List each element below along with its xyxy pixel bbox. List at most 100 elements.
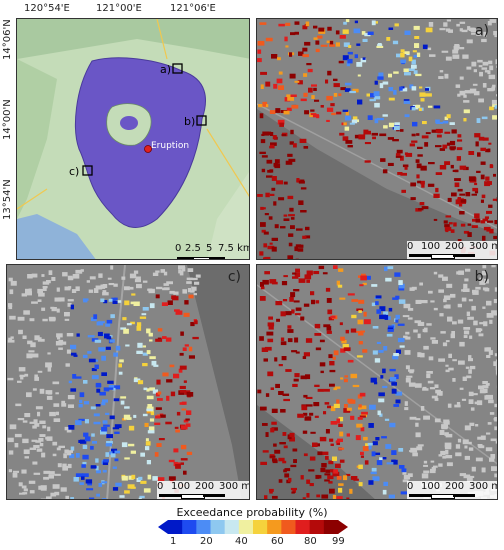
building-footprint xyxy=(262,131,269,136)
building-footprint xyxy=(257,58,262,63)
building-footprint xyxy=(17,418,25,421)
building-footprint xyxy=(417,154,423,157)
building-footprint xyxy=(329,438,334,442)
overview-map: Eruption a) b) c) 0 2.5 5 7.5 km xyxy=(16,18,250,260)
building-footprint xyxy=(167,300,173,305)
building-footprint xyxy=(471,193,477,196)
building-footprint xyxy=(106,336,112,340)
building-footprint xyxy=(344,115,352,121)
building-footprint xyxy=(266,331,274,336)
building-footprint xyxy=(389,422,396,428)
building-footprint xyxy=(396,53,403,58)
building-footprint xyxy=(102,420,108,424)
building-footprint xyxy=(303,73,308,77)
building-footprint xyxy=(106,441,113,444)
building-footprint xyxy=(179,390,187,393)
building-footprint xyxy=(66,452,72,456)
building-footprint xyxy=(412,121,418,127)
building-footprint xyxy=(491,310,497,314)
building-footprint xyxy=(93,288,99,293)
building-footprint xyxy=(91,433,95,437)
building-footprint xyxy=(453,222,457,227)
building-footprint xyxy=(306,279,310,283)
building-footprint xyxy=(447,316,453,322)
building-footprint xyxy=(302,497,306,499)
building-footprint xyxy=(456,147,463,151)
building-footprint xyxy=(67,275,73,281)
building-footprint xyxy=(134,279,141,283)
building-footprint xyxy=(15,403,22,407)
building-footprint xyxy=(478,98,484,103)
building-footprint xyxy=(306,63,312,66)
building-footprint xyxy=(430,468,436,474)
building-footprint xyxy=(360,58,367,63)
building-footprint xyxy=(368,423,374,428)
building-footprint xyxy=(130,301,134,305)
building-footprint xyxy=(346,433,350,437)
building-footprint xyxy=(410,182,416,187)
building-footprint xyxy=(154,452,159,457)
building-footprint xyxy=(23,310,30,315)
building-footprint xyxy=(259,151,266,154)
building-footprint xyxy=(281,281,288,286)
building-footprint xyxy=(463,118,467,122)
building-footprint xyxy=(369,99,376,102)
building-footprint xyxy=(58,347,63,350)
building-footprint xyxy=(361,411,368,415)
building-footprint xyxy=(359,415,366,418)
building-footprint xyxy=(157,391,162,395)
building-footprint xyxy=(431,129,438,133)
building-footprint xyxy=(388,27,394,30)
building-footprint xyxy=(67,463,72,469)
building-footprint xyxy=(265,37,273,42)
building-footprint xyxy=(126,323,132,326)
building-footprint xyxy=(48,270,53,275)
building-footprint xyxy=(442,120,449,124)
building-footprint xyxy=(417,146,423,149)
building-footprint xyxy=(280,226,286,229)
building-footprint xyxy=(439,313,444,317)
building-footprint xyxy=(155,294,160,299)
building-footprint xyxy=(128,443,135,447)
building-footprint xyxy=(283,181,288,185)
building-footprint xyxy=(356,423,363,428)
building-footprint xyxy=(188,355,195,359)
building-footprint xyxy=(18,482,23,487)
building-footprint xyxy=(341,340,347,344)
building-footprint xyxy=(24,413,31,418)
building-footprint xyxy=(324,473,331,476)
building-footprint xyxy=(68,380,72,384)
building-footprint xyxy=(33,472,41,475)
building-footprint xyxy=(328,316,334,321)
building-footprint xyxy=(288,158,296,162)
building-footprint xyxy=(329,361,335,366)
building-footprint xyxy=(445,455,453,459)
building-footprint xyxy=(486,432,491,435)
building-footprint xyxy=(321,463,327,468)
building-footprint xyxy=(318,27,325,32)
building-footprint xyxy=(408,68,415,71)
building-footprint xyxy=(408,369,415,372)
building-footprint xyxy=(367,115,373,120)
building-footprint xyxy=(376,476,380,482)
building-footprint xyxy=(290,94,297,97)
building-footprint xyxy=(79,399,83,404)
building-footprint xyxy=(110,314,115,319)
building-footprint xyxy=(438,454,442,457)
eruption-label: Eruption xyxy=(151,141,190,151)
building-footprint xyxy=(96,470,101,474)
building-footprint xyxy=(479,71,483,77)
building-footprint xyxy=(24,456,29,459)
building-footprint xyxy=(278,457,285,462)
building-footprint xyxy=(34,374,38,378)
building-footprint xyxy=(399,86,403,91)
building-footprint xyxy=(323,324,331,328)
building-footprint xyxy=(459,211,465,215)
building-footprint xyxy=(83,401,90,405)
building-footprint xyxy=(103,424,110,427)
building-footprint xyxy=(187,288,191,293)
building-footprint xyxy=(292,276,299,279)
building-footprint xyxy=(184,344,189,347)
building-footprint xyxy=(183,312,190,317)
building-footprint xyxy=(369,404,376,410)
